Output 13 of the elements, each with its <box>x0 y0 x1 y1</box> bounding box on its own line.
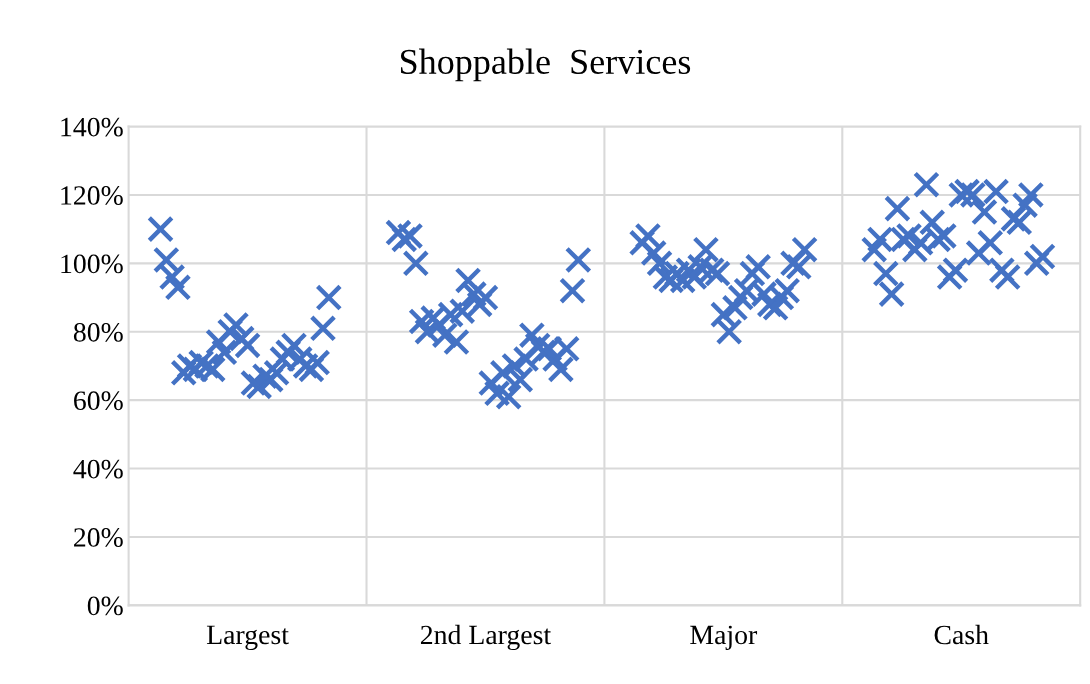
x-tick-label: Cash <box>934 624 989 645</box>
x-tick-label: Largest <box>206 625 289 650</box>
y-tick-label: 60% <box>74 391 123 411</box>
chart-title: Shoppable Services <box>400 48 691 82</box>
x-tick-label: 2nd Largest <box>420 624 552 651</box>
y-tick-label: 20% <box>74 528 123 547</box>
y-tick-label: 0% <box>87 596 123 616</box>
x-tick-label: Major <box>690 625 758 650</box>
y-tick-label: 100% <box>61 254 123 274</box>
y-tick-label: 140% <box>61 117 123 137</box>
y-tick-label: 120% <box>61 186 123 205</box>
y-tick-label: 40% <box>73 459 123 479</box>
y-tick-label: 80% <box>73 322 123 342</box>
